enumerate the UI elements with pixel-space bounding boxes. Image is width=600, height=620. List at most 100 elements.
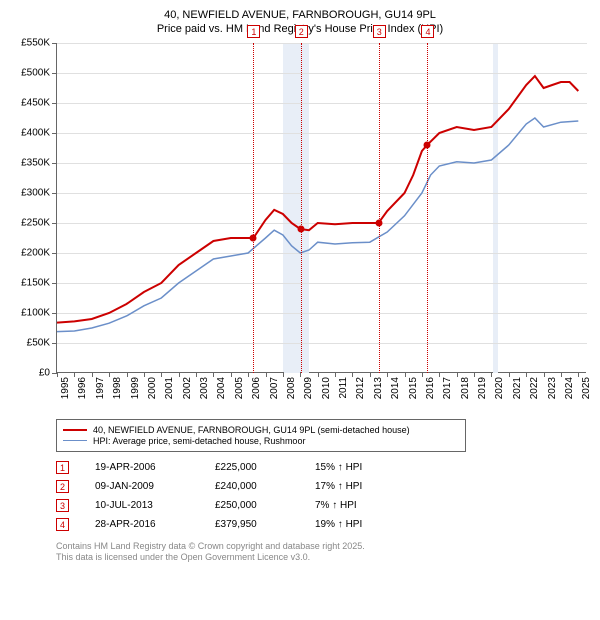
x-tick <box>422 372 423 377</box>
sale-event-line <box>427 43 428 373</box>
y-axis-label: £50K <box>27 337 50 348</box>
x-tick <box>248 372 249 377</box>
x-tick <box>127 372 128 377</box>
x-axis-label: 1998 <box>112 377 123 399</box>
x-tick <box>544 372 545 377</box>
sale-price-dot <box>375 219 382 226</box>
y-axis-label: £550K <box>21 37 50 48</box>
x-tick <box>318 372 319 377</box>
sale-record-row: 209-JAN-2009£240,00017% ↑ HPI <box>56 479 588 495</box>
x-axis-label: 2011 <box>338 377 349 399</box>
y-axis-label: £200K <box>21 247 50 258</box>
y-tick <box>52 73 57 74</box>
x-tick <box>405 372 406 377</box>
legend-label: HPI: Average price, semi-detached house,… <box>93 436 305 446</box>
sale-vs-hpi: 15% ↑ HPI <box>315 462 405 473</box>
sale-price: £379,950 <box>215 519 315 530</box>
y-axis-label: £150K <box>21 277 50 288</box>
sale-event-line <box>379 43 380 373</box>
legend-item: HPI: Average price, semi-detached house,… <box>63 436 459 446</box>
x-axis-label: 2009 <box>303 377 314 399</box>
y-axis-label: £350K <box>21 157 50 168</box>
x-tick <box>578 372 579 377</box>
price_paid-line <box>57 76 578 323</box>
sale-date: 09-JAN-2009 <box>95 481 215 492</box>
x-tick <box>92 372 93 377</box>
chart-lines <box>57 43 587 373</box>
sale-event-marker: 2 <box>295 25 308 38</box>
sale-event-marker: 1 <box>247 25 260 38</box>
x-axis-label: 2005 <box>234 377 245 399</box>
x-tick <box>491 372 492 377</box>
x-axis-label: 2006 <box>251 377 262 399</box>
x-axis-label: 1996 <box>77 377 88 399</box>
x-tick <box>144 372 145 377</box>
sale-index-box: 4 <box>56 518 69 531</box>
x-tick <box>179 372 180 377</box>
x-tick <box>57 372 58 377</box>
y-tick <box>52 43 57 44</box>
x-axis-label: 2003 <box>199 377 210 399</box>
x-tick <box>439 372 440 377</box>
title-line-1: 40, NEWFIELD AVENUE, FARNBOROUGH, GU14 9… <box>12 8 588 22</box>
sale-price-dot <box>424 141 431 148</box>
y-axis-label: £450K <box>21 97 50 108</box>
x-axis-label: 2000 <box>147 377 158 399</box>
sale-date: 19-APR-2006 <box>95 462 215 473</box>
y-tick <box>52 343 57 344</box>
sales-table: 119-APR-2006£225,00015% ↑ HPI 2 09-JAN-200… <box>56 460 588 533</box>
x-axis-label: 2013 <box>373 377 384 399</box>
x-tick <box>109 372 110 377</box>
x-tick <box>526 372 527 377</box>
y-axis-label: £100K <box>21 307 50 318</box>
x-tick <box>196 372 197 377</box>
y-tick <box>52 163 57 164</box>
legend-swatch <box>63 440 87 442</box>
plot-area: 1234 <box>56 43 586 373</box>
x-axis-label: 2012 <box>355 377 366 399</box>
hpi-line <box>57 118 578 332</box>
x-axis-label: 2023 <box>547 377 558 399</box>
y-axis-label: £500K <box>21 67 50 78</box>
y-tick <box>52 253 57 254</box>
x-axis-label: 2022 <box>529 377 540 399</box>
x-axis-label: 2017 <box>442 377 453 399</box>
sale-event-marker: 4 <box>421 25 434 38</box>
sale-event-marker: 3 <box>373 25 386 38</box>
x-tick <box>283 372 284 377</box>
x-tick <box>561 372 562 377</box>
attribution-footer: Contains HM Land Registry data © Crown c… <box>56 541 588 564</box>
y-axis-label: £300K <box>21 187 50 198</box>
x-axis-label: 1997 <box>95 377 106 399</box>
legend-item: 40, NEWFIELD AVENUE, FARNBOROUGH, GU14 9… <box>63 425 459 435</box>
sale-price: £250,000 <box>215 500 315 511</box>
sale-vs-hpi: 7% ↑ HPI <box>315 500 405 511</box>
sale-index-box: 3 <box>56 499 69 512</box>
legend: 40, NEWFIELD AVENUE, FARNBOROUGH, GU14 9… <box>56 419 466 452</box>
x-axis-label: 2021 <box>512 377 523 399</box>
footer-line-2: This data is licensed under the Open Gov… <box>56 552 588 564</box>
x-tick <box>74 372 75 377</box>
price-chart: 1234 £0 £50K £100K £150K £200K £250K £300K £350… <box>12 43 588 413</box>
x-tick <box>352 372 353 377</box>
sale-event-line <box>301 43 302 373</box>
x-tick <box>335 372 336 377</box>
sale-price: £225,000 <box>215 462 315 473</box>
sale-index-box: 2 <box>56 480 69 493</box>
x-tick <box>509 372 510 377</box>
footer-line-1: Contains HM Land Registry data © Crown c… <box>56 541 588 553</box>
sale-record-row: 119-APR-2006£225,00015% ↑ HPI <box>56 460 588 476</box>
y-axis-label: £0 <box>39 367 50 378</box>
x-tick <box>457 372 458 377</box>
sale-record-row: 428-APR-2016£379,95019% ↑ HPI <box>56 517 588 533</box>
x-axis-label: 2010 <box>321 377 332 399</box>
sale-record-row: 3 10-JUL-2013£250,0007% ↑ HPI <box>56 498 588 514</box>
y-axis-label: £250K <box>21 217 50 228</box>
x-axis-label: 2001 <box>164 377 175 399</box>
x-axis-label: 2015 <box>408 377 419 399</box>
sale-vs-hpi: 19% ↑ HPI <box>315 519 405 530</box>
sale-price-dot <box>297 225 304 232</box>
x-axis-label: 2019 <box>477 377 488 399</box>
sale-date: 10-JUL-2013 <box>95 500 215 511</box>
sale-price: £240,000 <box>215 481 315 492</box>
